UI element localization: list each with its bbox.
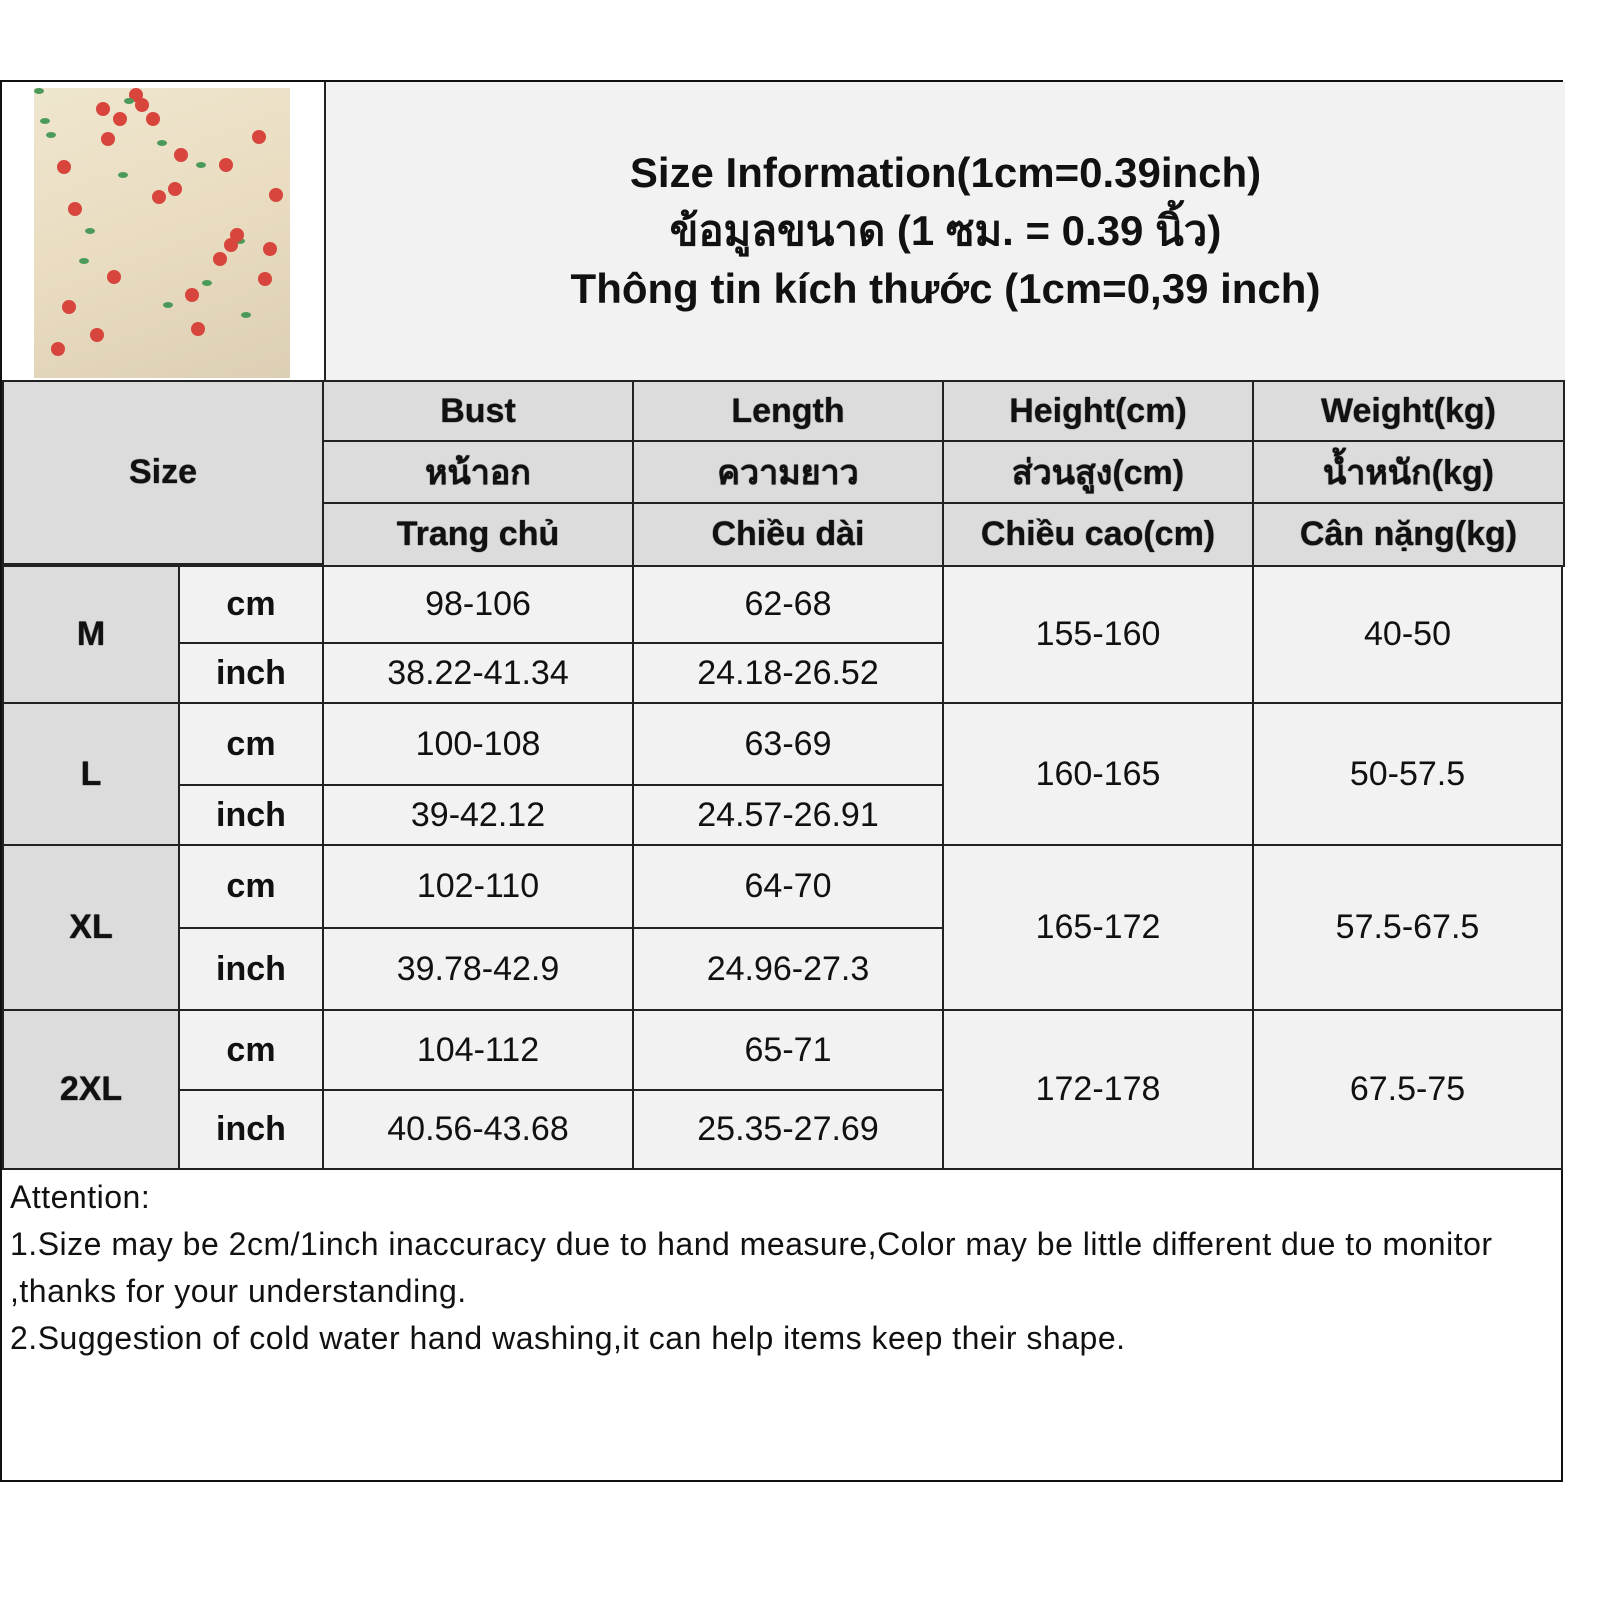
cherry-pattern — [113, 112, 127, 126]
title-en: Size Information(1cm=0.39inch) — [629, 149, 1262, 196]
cherry-pattern — [46, 132, 56, 138]
header-en: Length — [632, 380, 944, 442]
unit-cm: cm — [178, 565, 324, 644]
cherry-pattern — [230, 228, 244, 242]
cherry-pattern — [241, 312, 251, 318]
unit-cm: cm — [178, 702, 324, 786]
title-block: Size Information(1cm=0.39inch) ข้อมูลขนา… — [324, 82, 1565, 382]
weight-range: 67.5-75 — [1252, 1009, 1563, 1170]
unit-inch: inch — [178, 784, 324, 846]
header-th: ส่วนสูง(cm) — [942, 440, 1254, 504]
title-vi: Thông tin kích thước (1cm=0,39 inch) — [570, 265, 1321, 312]
cherry-pattern — [157, 140, 167, 146]
header-vi: Cân nặng(kg) — [1252, 502, 1565, 567]
header-vi: Chiều cao(cm) — [942, 502, 1254, 567]
header-th: หน้าอก — [322, 440, 634, 504]
cherry-pattern — [51, 342, 65, 356]
bust-inch: 39-42.12 — [322, 784, 634, 846]
attention-notes: Attention: 1.Size may be 2cm/1inch inacc… — [10, 1174, 1540, 1362]
weight-range: 40-50 — [1252, 565, 1563, 704]
cherry-pattern — [219, 158, 233, 172]
cherry-pattern — [124, 98, 134, 104]
note-heading: Attention: — [10, 1179, 151, 1215]
cherry-pattern — [101, 132, 115, 146]
cherry-pattern — [90, 328, 104, 342]
header-en: Bust — [322, 380, 634, 442]
cherry-pattern — [174, 148, 188, 162]
bust-inch: 38.22-41.34 — [322, 642, 634, 704]
height-range: 172-178 — [942, 1009, 1254, 1170]
length-inch: 25.35-27.69 — [632, 1089, 944, 1170]
cherry-pattern — [57, 160, 71, 174]
unit-inch: inch — [178, 642, 324, 704]
cherry-pattern — [152, 190, 166, 204]
length-cm: 62-68 — [632, 565, 944, 644]
note-2: 2.Suggestion of cold water hand washing,… — [10, 1320, 1126, 1356]
size-label: M — [2, 565, 180, 704]
header-vi: Trang chủ — [322, 502, 634, 567]
cherry-pattern — [96, 102, 110, 116]
cherry-pattern — [263, 242, 277, 256]
cherry-pattern — [168, 182, 182, 196]
header-en: Height(cm) — [942, 380, 1254, 442]
unit-cm: cm — [178, 1009, 324, 1091]
bust-cm: 104-112 — [322, 1009, 634, 1091]
cherry-pattern — [68, 202, 82, 216]
cherry-pattern — [118, 172, 128, 178]
height-range: 165-172 — [942, 844, 1254, 1011]
height-range: 155-160 — [942, 565, 1254, 704]
length-inch: 24.57-26.91 — [632, 784, 944, 846]
unit-inch: inch — [178, 927, 324, 1011]
cherry-pattern — [146, 112, 160, 126]
title-th: ข้อมูลขนาด (1 ซม. = 0.39 นิ้ว) — [669, 207, 1222, 254]
header-th: ความยาว — [632, 440, 944, 504]
cherry-pattern — [85, 228, 95, 234]
cherry-pattern — [213, 252, 227, 266]
cherry-pattern — [135, 98, 149, 112]
weight-range: 50-57.5 — [1252, 702, 1563, 846]
header-th: น้ำหนัก(kg) — [1252, 440, 1565, 504]
cherry-pattern — [269, 188, 283, 202]
unit-inch: inch — [178, 1089, 324, 1170]
unit-cm: cm — [178, 844, 324, 929]
bust-inch: 40.56-43.68 — [322, 1089, 634, 1170]
cherry-pattern — [196, 162, 206, 168]
cherry-pattern — [40, 118, 50, 124]
bust-cm: 100-108 — [322, 702, 634, 786]
cherry-pattern — [163, 302, 173, 308]
bust-cm: 102-110 — [322, 844, 634, 929]
header-vi: Chiều dài — [632, 502, 944, 567]
product-photo — [34, 88, 290, 378]
size-label: L — [2, 702, 180, 846]
bust-inch: 39.78-42.9 — [322, 927, 634, 1011]
height-range: 160-165 — [942, 702, 1254, 846]
length-inch: 24.18-26.52 — [632, 642, 944, 704]
size-label: XL — [2, 844, 180, 1011]
weight-range: 57.5-67.5 — [1252, 844, 1563, 1011]
cherry-pattern — [107, 270, 121, 284]
cherry-pattern — [191, 322, 205, 336]
header-size: Size — [2, 380, 324, 565]
header-en: Weight(kg) — [1252, 380, 1565, 442]
length-cm: 65-71 — [632, 1009, 944, 1091]
length-cm: 64-70 — [632, 844, 944, 929]
cherry-pattern — [79, 258, 89, 264]
cherry-pattern — [34, 88, 44, 94]
size-chart: Size Information(1cm=0.39inch) ข้อมูลขนา… — [0, 80, 1565, 1482]
cherry-pattern — [258, 272, 272, 286]
cherry-pattern — [62, 300, 76, 314]
length-inch: 24.96-27.3 — [632, 927, 944, 1011]
length-cm: 63-69 — [632, 702, 944, 786]
cherry-pattern — [202, 280, 212, 286]
cherry-pattern — [185, 288, 199, 302]
size-label: 2XL — [2, 1009, 180, 1170]
note-1: 1.Size may be 2cm/1inch inaccuracy due t… — [10, 1226, 1493, 1309]
bust-cm: 98-106 — [322, 565, 634, 644]
cherry-pattern — [252, 130, 266, 144]
